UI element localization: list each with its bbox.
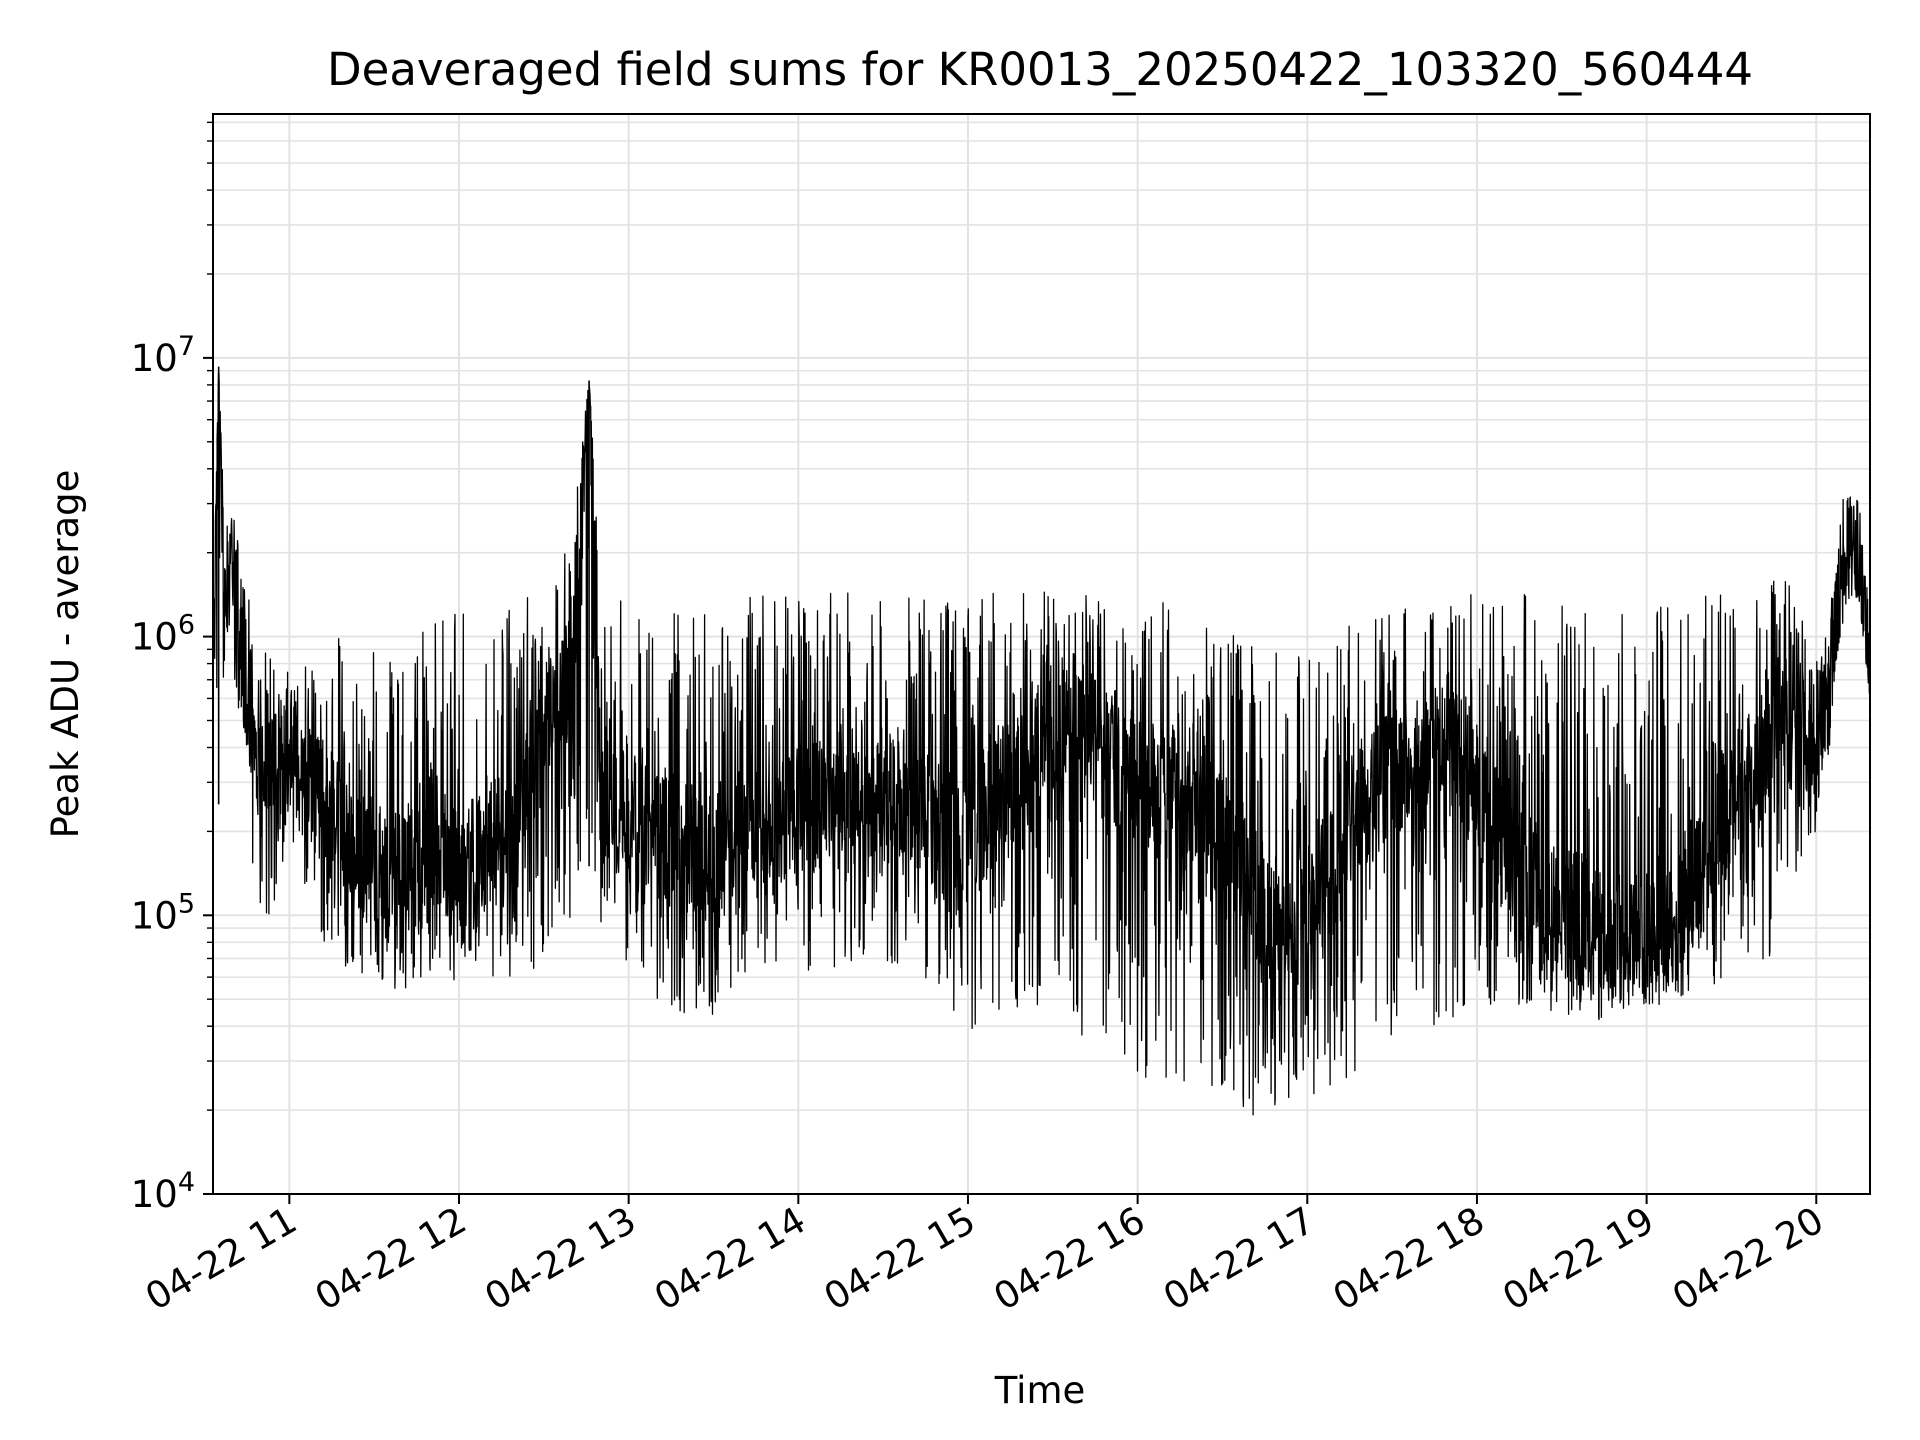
y-tick-label: 106 <box>131 610 195 659</box>
y-tick-label: 105 <box>131 888 195 937</box>
y-axis-label: Peak ADU - average <box>44 470 87 839</box>
plot-frame <box>212 113 1871 1195</box>
y-tick-label: 104 <box>131 1167 195 1216</box>
series-layer <box>212 366 1871 1116</box>
y-axis: 104 105 106 107 <box>131 121 213 1216</box>
y-tick-label: 107 <box>131 331 195 380</box>
chart-title: Deaveraged field sums for KR0013_2025042… <box>327 43 1753 96</box>
x-axis-label: Time <box>994 1369 1086 1412</box>
series-line <box>212 372 1871 1116</box>
plot-area <box>212 113 1871 1195</box>
